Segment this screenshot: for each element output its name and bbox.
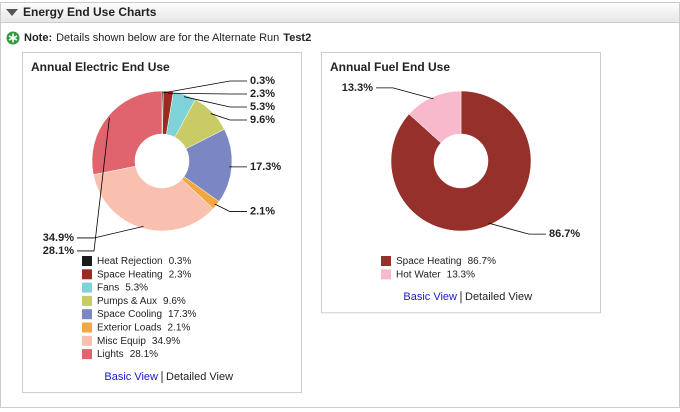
link[interactable]: Basic View — [104, 371, 158, 383]
legend-name: Heat Rejection — [97, 256, 163, 267]
note-label: Note: — [24, 32, 52, 44]
legend-value: 28.1% — [130, 349, 158, 360]
leader-line — [488, 222, 546, 235]
legend-value: 17.3% — [168, 309, 196, 320]
legend-swatch — [82, 309, 92, 320]
data-label: 0.3% — [250, 75, 275, 87]
data-label: 13.3% — [342, 82, 373, 94]
chart-title: Annual Fuel End Use — [330, 60, 450, 74]
legend-label: Space Cooling 17.3% — [97, 309, 197, 320]
pie-slice — [93, 165, 214, 232]
leader-line — [210, 113, 247, 121]
data-label: 2.3% — [250, 88, 275, 100]
data-label: 9.6% — [250, 114, 275, 126]
legend-label: Misc Equip 34.9% — [97, 335, 180, 346]
legend-value: 0.3% — [169, 256, 192, 267]
legend-name: Space Heating — [97, 269, 163, 280]
data-label: 34.9% — [43, 232, 74, 244]
note-text: Details shown below are for the Alternat… — [56, 32, 279, 44]
data-label: 17.3% — [250, 161, 281, 173]
legend-value: 5.3% — [125, 282, 148, 293]
legend-label: Fans 5.3% — [97, 282, 148, 293]
leader-line — [229, 165, 247, 168]
legend-name: Pumps & Aux — [97, 296, 157, 307]
legend-value: 13.3% — [447, 269, 475, 280]
legend-name: Exterior Loads — [97, 322, 161, 333]
legend-value: 34.9% — [152, 335, 180, 346]
legend-swatch — [82, 322, 92, 333]
legend-name: Space Cooling — [97, 309, 162, 320]
note: Note: Details shown below are for the Alt… — [24, 32, 311, 44]
legend-name: Lights — [97, 349, 124, 360]
collapse-arrow[interactable] — [6, 9, 18, 16]
legend-label: Exterior Loads 2.1% — [97, 322, 190, 333]
legend-swatch — [82, 349, 92, 360]
legend-swatch — [82, 256, 92, 266]
data-label: 28.1% — [43, 245, 74, 257]
leader-line — [77, 117, 110, 252]
leader-line — [376, 87, 434, 100]
legend-swatch — [381, 256, 391, 266]
leader-line — [168, 92, 247, 95]
legend-swatch — [82, 335, 92, 346]
legend-label: Heat Rejection 0.3% — [97, 256, 191, 267]
data-label: 5.3% — [250, 101, 275, 113]
legend-swatch — [82, 269, 92, 280]
section-title: Energy End Use Charts — [23, 5, 157, 19]
data-label: 2.1% — [250, 205, 275, 217]
data-label: 86.7% — [549, 228, 580, 240]
pie-slice — [408, 90, 462, 144]
link[interactable]: Basic View — [403, 291, 457, 303]
legend-label: Space Heating 2.3% — [97, 269, 192, 280]
legend-value: 2.3% — [169, 269, 192, 280]
leader-line — [214, 203, 247, 212]
legend-label: Lights 28.1% — [97, 349, 158, 360]
link[interactable]: Detailed View — [465, 291, 532, 303]
legend-swatch — [82, 295, 92, 306]
legend-value: 9.6% — [163, 296, 186, 307]
note-icon-star — [8, 33, 18, 43]
legend-name: Misc Equip — [97, 335, 146, 346]
note-run: Test2 — [283, 32, 311, 44]
legend-value: 86.7% — [468, 256, 496, 267]
legend-label: Pumps & Aux 9.6% — [97, 296, 186, 307]
chart-title: Annual Electric End Use — [31, 60, 170, 74]
legend-swatch — [381, 269, 391, 280]
leader-line — [183, 96, 247, 108]
link[interactable]: Detailed View — [166, 371, 233, 383]
leader-line — [162, 80, 247, 94]
legend-label: Space Heating 86.7% — [396, 256, 496, 267]
legend-name: Space Heating — [396, 256, 462, 267]
leader-line — [77, 226, 144, 239]
legend-label: Hot Water 13.3% — [396, 269, 475, 280]
pie-slice — [390, 90, 532, 232]
legend-name: Hot Water — [396, 269, 441, 280]
legend-value: 2.1% — [167, 322, 190, 333]
pie-slice — [91, 90, 163, 175]
legend-name: Fans — [97, 282, 119, 293]
legend-swatch — [82, 282, 92, 293]
